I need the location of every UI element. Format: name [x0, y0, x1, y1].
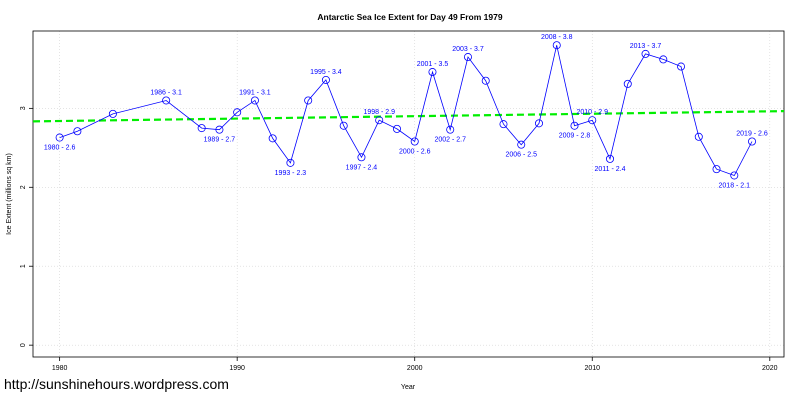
- point-label: 1993 - 2.3: [275, 170, 307, 177]
- data-point: [162, 96, 171, 105]
- y-axis: 0 1 2 3: [20, 106, 33, 347]
- y-axis-label: Ice Extent (millions sq km): [6, 153, 13, 235]
- x-tick-label: 2020: [762, 365, 778, 372]
- data-point: [623, 79, 632, 88]
- data-point: [286, 158, 295, 167]
- data-point: [552, 41, 561, 50]
- x-tick-label: 1990: [229, 365, 245, 372]
- data-point: [392, 124, 401, 133]
- point-label: 1991 - 3.1: [239, 89, 271, 96]
- point-label: 2001 - 3.5: [417, 61, 449, 68]
- point-label: 1997 - 2.4: [346, 164, 378, 171]
- point-label: 2003 - 3.7: [452, 46, 484, 53]
- data-point: [357, 153, 366, 162]
- point-label: 1986 - 3.1: [150, 89, 182, 96]
- x-tick-label: 2000: [407, 365, 423, 372]
- point-label: 1995 - 3.4: [310, 69, 342, 76]
- point-label: 2019 - 2.6: [736, 131, 768, 138]
- y-tick-label: 1: [20, 264, 27, 268]
- source-caption: http://sunshinehours.wordpress.com: [4, 376, 229, 392]
- series-line: [59, 45, 753, 176]
- data-point: [73, 127, 82, 136]
- data-point: [410, 137, 419, 146]
- chart-title: Antarctic Sea Ice Extent for Day 49 From…: [317, 12, 502, 22]
- point-label: 2010 - 2.9: [576, 109, 608, 116]
- data-point: [304, 96, 313, 105]
- data-point: [233, 108, 242, 117]
- point-label: 2002 - 2.7: [434, 137, 466, 144]
- x-tick-label: 2010: [584, 365, 600, 372]
- y-tick-label: 0: [20, 343, 27, 347]
- x-axis: 1980 1990 2000 2010 2020: [52, 357, 778, 372]
- x-tick-label: 1980: [52, 365, 68, 372]
- data-point: [250, 96, 259, 105]
- point-label: 2013 - 3.7: [630, 43, 662, 50]
- data-point: [730, 171, 739, 180]
- point-label: 1989 - 2.7: [204, 137, 236, 144]
- point-label: 1980 - 2.6: [44, 145, 76, 152]
- data-point: [659, 55, 668, 64]
- data-point: [677, 62, 686, 71]
- point-label: 2009 - 2.8: [559, 133, 591, 140]
- data-point: [481, 76, 490, 85]
- plot-frame: [32, 30, 785, 358]
- data-point: [712, 165, 721, 174]
- data-point: [694, 132, 703, 141]
- data-point: [748, 137, 757, 146]
- trend-layer: [32, 110, 785, 123]
- data-point: [534, 119, 543, 128]
- data-point: [499, 120, 508, 129]
- data-point: [197, 124, 206, 133]
- data-point: [446, 125, 455, 134]
- data-point: [321, 75, 330, 84]
- data-point: [517, 140, 526, 149]
- data-point: [606, 154, 615, 163]
- data-point: [108, 109, 117, 118]
- data-point: [268, 134, 277, 143]
- grid-layer: [33, 31, 784, 357]
- point-label: 1998 - 2.9: [363, 109, 395, 116]
- point-label: 2018 - 2.1: [719, 182, 751, 189]
- point-label-layer: 1980 - 2.6 1986 - 3.1 1989 - 2.7 1991 - 3.1…: [44, 34, 768, 189]
- y-tick-label: 3: [20, 106, 27, 110]
- data-point: [375, 116, 384, 125]
- x-axis-label: Year: [401, 384, 416, 391]
- data-point: [55, 133, 64, 142]
- data-point: [215, 125, 224, 134]
- series-layer: [55, 41, 757, 180]
- point-label: 2008 - 3.8: [541, 34, 573, 41]
- data-point: [428, 68, 437, 77]
- point-label: 2000 - 2.6: [399, 149, 431, 156]
- data-point: [641, 49, 650, 58]
- y-tick-label: 2: [20, 185, 27, 189]
- trend-line: [32, 110, 785, 123]
- data-point: [588, 116, 597, 125]
- point-label: 2006 - 2.5: [505, 152, 537, 159]
- data-point: [570, 121, 579, 130]
- point-label: 2011 - 2.4: [595, 166, 626, 173]
- data-point: [463, 53, 472, 62]
- data-point: [339, 121, 348, 130]
